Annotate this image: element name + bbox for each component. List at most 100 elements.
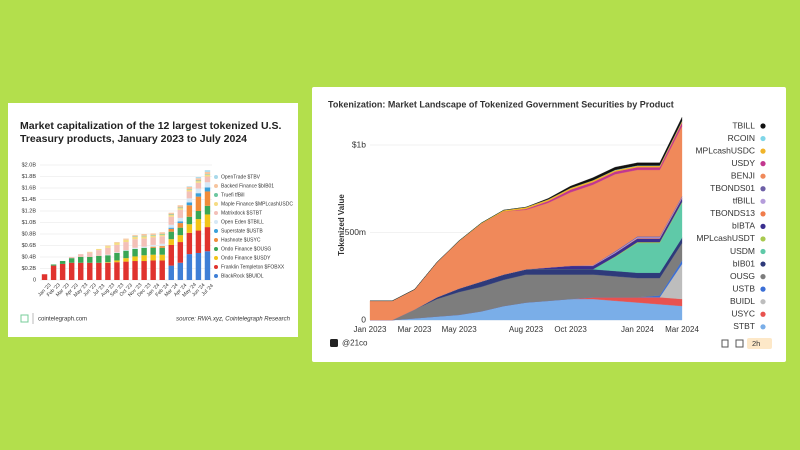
y-tick-label: $1.2B (22, 208, 37, 214)
bar-segment (96, 262, 102, 280)
legend-marker (760, 299, 766, 305)
bar-segment (78, 262, 84, 280)
bar-segment (195, 188, 202, 194)
legend-label: Backed Finance $bIB01 (221, 183, 274, 189)
badge-bg (747, 338, 772, 349)
footer-left: @21co (342, 339, 368, 348)
bar-segment (168, 228, 174, 232)
y-tick-label: $1.6B (22, 185, 37, 191)
bar-segment (105, 262, 111, 280)
bar-segment (177, 217, 184, 222)
legend-marker (214, 175, 218, 179)
bar-segment (96, 255, 102, 263)
bar-segment (204, 174, 211, 175)
bar-segment (177, 227, 184, 236)
bar-segment (50, 264, 57, 266)
legend-label: Truefi tfBill (221, 192, 244, 198)
bar-segment (204, 251, 211, 280)
bar-segment (150, 254, 156, 261)
bar-segment (141, 261, 147, 280)
bar-segment (141, 246, 147, 248)
legend-marker (760, 236, 766, 242)
bar-segment (204, 182, 211, 188)
legend-marker (214, 229, 218, 233)
bar-segment (68, 258, 75, 263)
bar-segment (195, 178, 202, 181)
x-tick-label: Oct 2023 (554, 325, 587, 334)
bar-segment (195, 177, 202, 179)
bar-segment (87, 257, 93, 263)
bar-segment (78, 257, 84, 263)
bar-segment (195, 181, 202, 183)
x-tick-label: Jan 2023 (354, 325, 387, 334)
legend-label: TBILL (732, 120, 755, 130)
legend-label: MPLcashUSDC (695, 145, 755, 155)
legend-label: USDY (731, 158, 755, 168)
legend-marker (214, 265, 218, 269)
bar-segment (114, 244, 120, 253)
legend-label: USYC (731, 309, 755, 319)
legend-label: BlackRock $BUIDL (221, 273, 264, 279)
bar-segment (105, 254, 111, 256)
legend-label: BUIDL (730, 296, 755, 306)
bar-segment (141, 255, 147, 262)
badge[interactable]: 2h (752, 339, 760, 348)
bar-segment (150, 244, 156, 247)
legend-marker (760, 211, 766, 217)
bar-segment (177, 221, 184, 224)
legend-label: tfBILL (733, 196, 755, 206)
bar-segment (41, 274, 48, 280)
y-tick-label: $0.2B (22, 266, 37, 272)
bar-segment (132, 236, 138, 237)
bar-segment (195, 252, 202, 280)
bar-segment (150, 233, 156, 236)
bar-segment (168, 215, 174, 217)
legend-marker (760, 324, 766, 330)
icon[interactable] (721, 339, 729, 348)
bar-segment (195, 230, 202, 253)
bar-segment (168, 214, 174, 216)
legend-label: OUSG (730, 271, 755, 281)
legend-marker (760, 223, 766, 229)
bar-segment (159, 246, 165, 248)
bar-segment (168, 239, 174, 245)
bar-segment (204, 176, 211, 183)
legend-marker (760, 248, 766, 255)
bar-segment (186, 224, 193, 233)
bar-segment (195, 211, 202, 220)
bar-segment (168, 244, 174, 266)
y-tick-label: $0.6B (22, 243, 37, 249)
bar-segment (186, 205, 193, 217)
bar-segment (186, 198, 193, 203)
bar-segment (168, 216, 174, 225)
legend-marker (214, 247, 218, 251)
bar-segment (186, 216, 193, 225)
legend-marker (214, 238, 218, 242)
legend-label: BENJI (731, 170, 755, 180)
bar-segment (168, 212, 174, 215)
bar-segment (186, 254, 193, 280)
legend-label: TBONDS13 (710, 208, 755, 218)
bar-segment (59, 261, 66, 264)
legend-label: Maple Finance $MPLcashUSDC (221, 201, 293, 207)
bar-segment (186, 191, 193, 199)
bar-segment (141, 235, 147, 237)
x-tick-label: Mar 2024 (665, 325, 699, 334)
legend-marker (760, 161, 766, 167)
legend-label: USDM (730, 246, 755, 256)
bar-segment (186, 202, 193, 206)
legend-marker (214, 256, 218, 260)
bar-segment (186, 186, 193, 187)
bar-segment (114, 242, 120, 245)
bar-segment (150, 237, 156, 245)
footer-left: cointelegraph.com (38, 317, 87, 323)
bar-segment (177, 235, 184, 243)
icon[interactable] (735, 339, 744, 348)
bar-segment (186, 232, 193, 255)
legend-marker (760, 274, 766, 280)
bar-segment (132, 236, 138, 240)
bar-segment (159, 236, 165, 244)
bar-segment (123, 261, 129, 280)
